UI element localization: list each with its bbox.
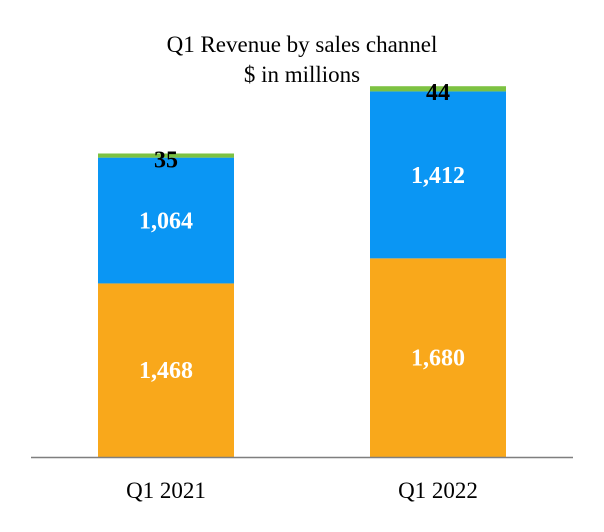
bar-segment-1-3 (98, 153, 234, 158)
x-tick-label-1: Q1 2021 (126, 478, 206, 503)
chart-title-block: Q1 Revenue by sales channel $ in million… (0, 30, 604, 90)
bar-segment-1-1 (98, 283, 234, 457)
x-tick-label-2: Q1 2022 (398, 478, 478, 503)
bar-segment-2-3 (370, 86, 506, 92)
bar-segment-1-2 (98, 157, 234, 284)
chart-subtitle: $ in millions (243, 62, 361, 87)
bar-segment-2-2 (370, 91, 506, 259)
data-label-1-2: 1,064 (139, 209, 193, 235)
data-label-2-2: 1,412 (411, 163, 465, 189)
data-label-2-3: 44 (426, 80, 450, 106)
data-label-2-1: 1,680 (411, 346, 465, 372)
bar-segment-2-1 (370, 258, 506, 457)
data-label-1-3: 35 (154, 147, 178, 173)
chart-title: Q1 Revenue by sales channel (166, 32, 438, 57)
data-label-1-1: 1,468 (139, 358, 193, 384)
